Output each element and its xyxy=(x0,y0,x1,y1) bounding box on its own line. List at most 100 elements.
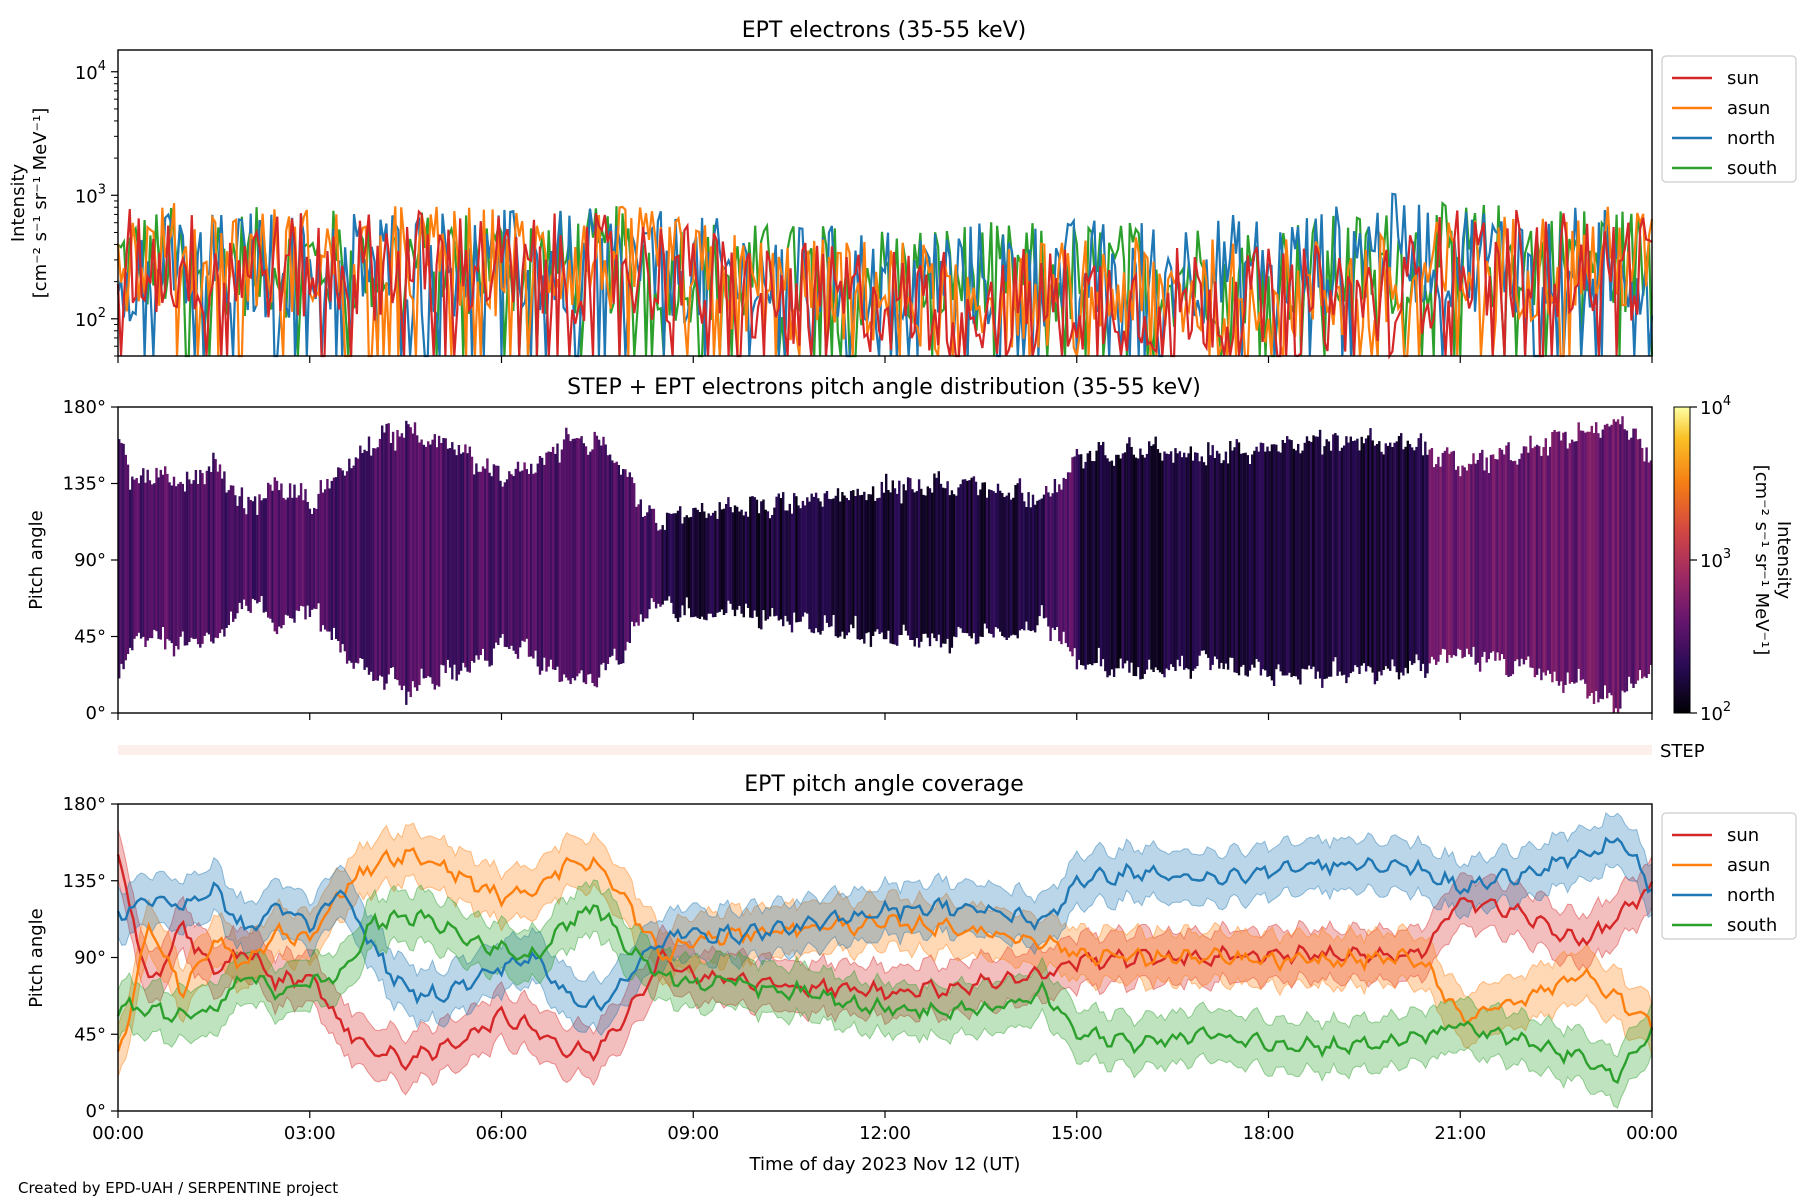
heatmap-column xyxy=(1047,492,1050,627)
heatmap-column xyxy=(869,494,873,647)
heatmap-column xyxy=(1180,457,1184,656)
heatmap-column xyxy=(690,516,693,618)
heatmap-column xyxy=(906,477,910,636)
heatmap-column xyxy=(488,472,491,667)
heatmap-column xyxy=(1055,492,1059,627)
heatmap-column xyxy=(444,438,447,673)
heatmap-column xyxy=(135,478,138,637)
heatmap-column xyxy=(1286,436,1289,676)
heatmap-column xyxy=(983,482,986,624)
heatmap-column xyxy=(1178,451,1182,667)
heatmap-column xyxy=(1093,461,1096,664)
heatmap-column xyxy=(1393,442,1396,667)
heatmap-column xyxy=(718,502,721,612)
heatmap-column xyxy=(753,497,756,611)
y-tick-label: 45° xyxy=(74,1024,106,1045)
heatmap-column xyxy=(282,497,285,625)
y-tick-label: 103 xyxy=(75,182,106,207)
heatmap-column xyxy=(681,523,684,606)
heatmap-column xyxy=(464,444,467,668)
heatmap-column xyxy=(1233,447,1236,673)
heatmap-column xyxy=(1608,426,1611,693)
heatmap-column xyxy=(356,458,360,664)
heatmap-column xyxy=(499,480,502,638)
heatmap-column xyxy=(1555,431,1558,681)
heatmap-column xyxy=(1075,449,1079,670)
heatmap-column xyxy=(1518,458,1521,667)
heatmap-column xyxy=(727,497,730,601)
heatmap-column xyxy=(497,465,500,645)
heatmap-column xyxy=(1060,489,1063,645)
colorbar xyxy=(1673,406,1691,714)
heatmap-column xyxy=(1373,445,1377,685)
heatmap-column xyxy=(1126,443,1129,661)
heatmap-column xyxy=(505,479,509,648)
heatmap-column xyxy=(1141,454,1144,679)
heatmap-column xyxy=(1007,492,1011,638)
heatmap-column xyxy=(665,512,669,601)
heatmap-column xyxy=(779,498,783,620)
heatmap-column xyxy=(558,462,561,682)
heatmap-column xyxy=(871,486,875,636)
heatmap-column xyxy=(849,490,853,625)
heatmap-column xyxy=(876,498,879,630)
heatmap-column xyxy=(1095,450,1098,663)
heatmap-column xyxy=(481,466,485,649)
heatmap-column xyxy=(1268,451,1271,677)
x-tick-label: 15:00 xyxy=(1051,1123,1103,1144)
heatmap-column xyxy=(834,495,837,637)
heatmap-column xyxy=(1213,458,1217,657)
heatmap-column xyxy=(317,493,320,604)
heatmap-column xyxy=(700,503,704,617)
heatmap-column xyxy=(247,496,250,612)
heatmap-column xyxy=(968,480,971,637)
heatmap-column xyxy=(567,434,570,681)
heatmap-column xyxy=(948,495,951,654)
heatmap-column xyxy=(1452,450,1455,656)
panel1-ylabel-unit: [cm⁻² s⁻¹ sr⁻¹ MeV⁻¹] xyxy=(30,108,51,299)
panel1-ylabel: Intensity [cm⁻² s⁻¹ sr⁻¹ MeV⁻¹] xyxy=(8,108,51,299)
heatmap-column xyxy=(1424,441,1427,678)
heatmap-column xyxy=(722,508,726,615)
heatmap-column xyxy=(341,470,344,645)
heatmap-column xyxy=(865,500,868,634)
heatmap-column xyxy=(381,425,384,677)
heatmap-column xyxy=(457,445,461,675)
heatmap-column xyxy=(159,469,162,640)
heatmap-column xyxy=(902,484,905,625)
heatmap-column xyxy=(1472,453,1475,647)
heatmap-column xyxy=(262,498,265,613)
heatmap-column xyxy=(1084,461,1087,670)
heatmap-column xyxy=(882,492,886,640)
panel3-title: EPT pitch angle coverage xyxy=(744,772,1024,797)
heatmap-column xyxy=(203,484,206,636)
heatmap-column xyxy=(893,488,897,645)
heatmap-column xyxy=(1318,429,1322,679)
heatmap-column xyxy=(860,494,864,640)
legend-label-asun: asun xyxy=(1727,855,1770,876)
heatmap-column xyxy=(1005,495,1008,640)
heatmap-column xyxy=(133,479,136,639)
heatmap-column xyxy=(1299,453,1302,685)
heatmap-column xyxy=(374,448,377,681)
heatmap-column xyxy=(823,493,826,616)
heatmap-column xyxy=(795,496,798,623)
heatmap-column xyxy=(1540,455,1543,681)
heatmap-column xyxy=(714,510,717,617)
heatmap-column xyxy=(1612,419,1615,713)
heatmap-column xyxy=(1625,430,1629,692)
heatmap-column xyxy=(278,490,281,627)
heatmap-column xyxy=(240,487,244,610)
heatmap-column xyxy=(705,517,708,621)
heatmap-column xyxy=(177,483,180,650)
heatmap-column xyxy=(188,479,191,642)
heatmap-column xyxy=(1303,442,1306,670)
heatmap-column xyxy=(1610,424,1613,696)
heatmap-column xyxy=(267,482,270,618)
heatmap-column xyxy=(821,506,824,631)
heatmap-column xyxy=(1226,463,1230,670)
heatmap-column xyxy=(1500,449,1504,655)
heatmap-column xyxy=(304,489,307,620)
heatmap-column xyxy=(891,480,894,645)
colorbar-label: Intensity [cm⁻² s⁻¹ sr⁻¹ MeV⁻¹] xyxy=(1751,465,1794,656)
